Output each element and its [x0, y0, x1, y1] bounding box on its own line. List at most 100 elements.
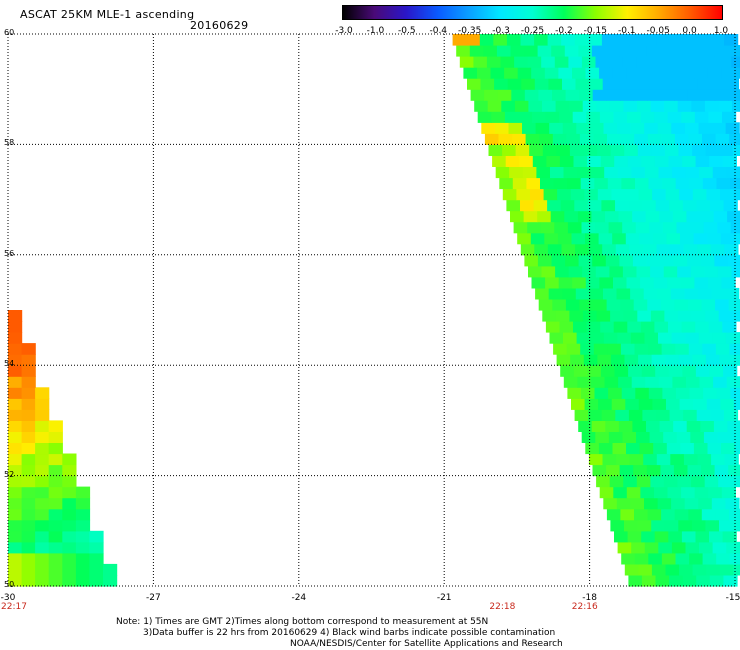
east-swath-cell [604, 166, 619, 179]
east-swath-cell [653, 276, 668, 289]
east-swath-cell [590, 332, 605, 344]
color-scale-tick-label: -0.2 [555, 26, 573, 36]
east-swath-cell [639, 442, 654, 455]
east-swath-cell [585, 442, 600, 455]
west-swath-cell [62, 497, 77, 510]
east-swath-cell [473, 56, 488, 68]
east-swath-cell [517, 67, 532, 79]
west-swath-cell [21, 453, 36, 466]
east-swath-cell [734, 442, 740, 455]
east-swath-cell [674, 133, 690, 145]
east-swath-cell [654, 530, 669, 543]
east-swath-cell [684, 78, 699, 90]
west-swath-cell [21, 530, 36, 543]
east-swath-cell [715, 133, 730, 145]
east-swath-cell [730, 177, 740, 190]
east-swath-cell [647, 299, 662, 311]
east-swath-cell [692, 563, 707, 576]
east-swath-cell [667, 111, 682, 123]
east-swath-cell [555, 265, 570, 278]
west-swath-cell [8, 387, 23, 399]
east-swath-cell [543, 188, 558, 201]
east-swath-cell [704, 56, 719, 68]
west-swath-cell [35, 398, 50, 410]
east-swath-cell [719, 519, 734, 532]
latitude-label: 50 [4, 580, 15, 589]
east-swath-cell [724, 243, 739, 256]
east-swath-cell [652, 188, 667, 201]
east-swath-cell [606, 508, 622, 521]
east-swath-cell [622, 265, 638, 278]
east-swath-cell [671, 497, 686, 510]
east-swath-cell [647, 508, 662, 521]
east-swath-cell [620, 508, 635, 521]
east-swath-cell [596, 310, 611, 322]
east-swath-cell [542, 144, 557, 156]
east-swath-cell [671, 541, 687, 554]
west-swath-cell [8, 508, 23, 521]
east-swath-cell [682, 155, 697, 167]
west-swath-cell [8, 409, 23, 421]
west-swath-cell [21, 365, 36, 377]
east-swath-cell [474, 100, 489, 112]
east-swath-cell [619, 89, 634, 101]
east-swath-cell [532, 111, 547, 123]
east-swath-cell [613, 321, 628, 333]
east-swath-cell [559, 321, 574, 333]
east-swath-cell [602, 78, 617, 90]
east-swath-cell [627, 111, 642, 123]
east-swath-cell [525, 133, 540, 145]
east-swath-cell [610, 144, 625, 156]
west-swath-cell [48, 431, 63, 443]
east-swath-cell [520, 243, 535, 256]
east-swath-cell [682, 199, 697, 212]
east-swath-cell [689, 387, 704, 399]
east-swath-cell [661, 133, 676, 145]
east-swath-cell [601, 34, 617, 46]
east-swath-cell [595, 221, 610, 234]
east-swath-cell [711, 497, 726, 510]
lat-lon-grid [7, 33, 736, 587]
east-swath-cell [672, 376, 687, 388]
east-swath-cell [570, 354, 585, 366]
east-swath-cell [642, 34, 657, 46]
east-swath-cell [502, 188, 517, 201]
east-swath-cell [527, 56, 542, 68]
east-swath-cell [511, 89, 526, 101]
east-swath-cell [594, 387, 609, 399]
east-swath-cell [602, 243, 617, 256]
east-swath-cell [713, 420, 729, 432]
east-swath-cell [545, 276, 560, 289]
east-swath-cell [622, 431, 637, 443]
east-swath-cell [611, 188, 626, 201]
east-swath-cell [679, 563, 694, 576]
east-swath-cell [673, 254, 688, 267]
east-swath-cell [665, 563, 680, 576]
east-swath-cell [688, 133, 703, 145]
east-swath-cell [603, 287, 618, 300]
east-swath-cell [697, 243, 712, 256]
east-swath-cell [549, 332, 564, 344]
east-swath-cell [492, 155, 507, 167]
east-swath-cell [673, 464, 689, 477]
west-swath-cell [8, 310, 23, 322]
west-swath-cell [48, 519, 63, 532]
east-swath-cell [627, 530, 642, 543]
east-swath-cell [635, 177, 650, 190]
west-swath-cell [89, 563, 104, 576]
east-swath-cell [632, 210, 647, 223]
east-swath-cell [572, 67, 587, 79]
east-swath-cell [672, 210, 688, 223]
east-swath-cell [624, 354, 639, 366]
east-swath-cell [514, 100, 530, 112]
east-swath-cell [559, 155, 575, 167]
east-swath-cell [545, 321, 561, 333]
east-swath-cell [668, 155, 683, 167]
east-swath-cell [648, 177, 663, 190]
east-swath-cell [712, 122, 727, 134]
east-swath-cell [522, 122, 537, 134]
east-swath-cell [646, 45, 661, 57]
east-swath-cell [632, 45, 647, 57]
east-swath-cell [619, 464, 634, 477]
